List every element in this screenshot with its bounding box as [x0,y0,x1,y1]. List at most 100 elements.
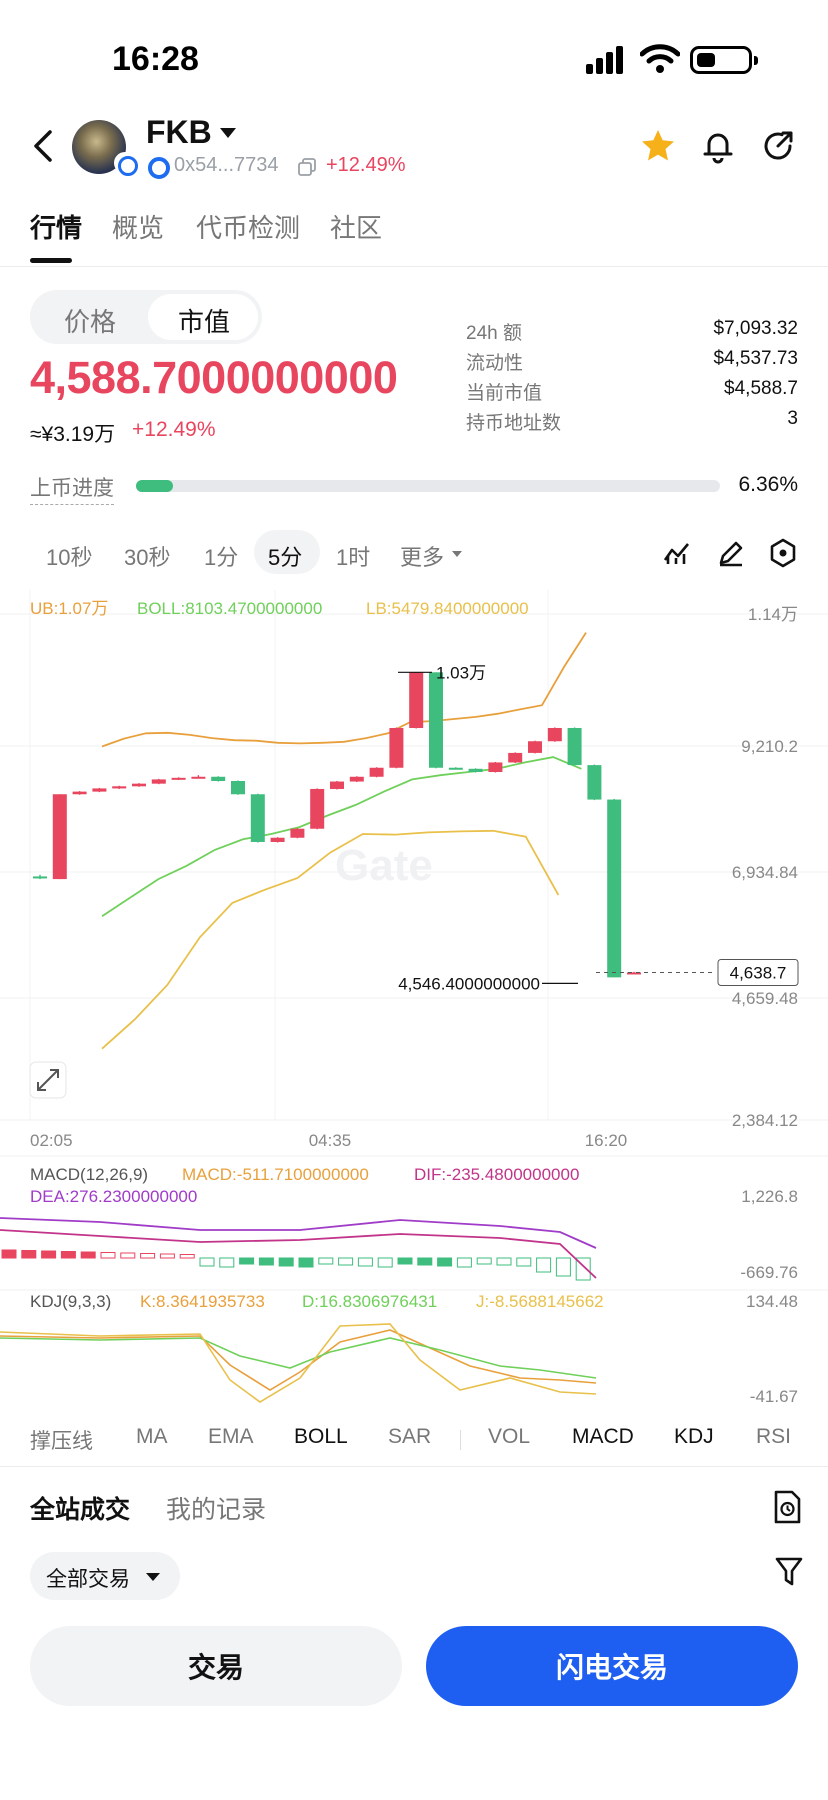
indicator-rsi[interactable]: RSI [756,1425,792,1448]
interval-1m[interactable]: 1分 [204,545,239,570]
stat-value-mcap: $4,588.7 [724,378,798,399]
battery-icon [690,46,758,74]
star-icon[interactable] [640,128,676,164]
toggle-price[interactable]: 价格 [64,307,117,337]
chevron-down-icon[interactable] [220,128,236,138]
tab-my-records[interactable]: 我的记录 [166,1496,267,1524]
expand-icon[interactable] [29,1061,67,1099]
stat-value-holders: 3 [787,408,798,429]
macd-histogram-bar [536,1257,552,1273]
candle-body [488,762,503,772]
candle-body [547,727,562,742]
candle-body [33,876,47,879]
candle-body [52,794,67,880]
candle-body [72,791,87,795]
indicator-icon[interactable] [662,538,692,568]
indicator-boll[interactable]: BOLL [294,1425,348,1448]
y-tick-label: 2,384.12 [732,1111,798,1130]
interval-more[interactable]: 更多 [400,545,445,570]
last-price-tag: 4,638.7 [730,963,787,982]
kdj-d-value: D:16.8306976431 [302,1292,437,1311]
flash-trade-button[interactable]: 闪电交易 [426,1626,798,1706]
candle-body [409,672,424,728]
candle-body [171,777,186,780]
macd-histogram-bar [476,1257,492,1265]
macd-histogram-bar [21,1250,37,1259]
macd-histogram-bar [575,1257,591,1281]
candle-body [448,767,463,770]
macd-histogram-bar [555,1257,571,1277]
bell-icon[interactable] [700,128,736,164]
macd-histogram-bar [377,1257,393,1268]
candle-body [211,776,226,782]
candle-body [310,788,325,829]
price-change: +12.49% [132,418,216,441]
indicator-support[interactable]: 撑压线 [30,1430,93,1453]
interval-5m[interactable]: 5分 [268,545,303,570]
x-tick-label: 16:20 [585,1131,628,1150]
listing-progress-label: 上币进度 [30,472,114,505]
interval-10s[interactable]: 10秒 [46,545,93,570]
candle-body [468,768,483,772]
candle-body [627,972,641,975]
candle-body [587,765,602,800]
toggle-selected-bg [148,294,258,340]
filter-funnel-icon[interactable] [774,1556,804,1588]
listing-progress-track [136,480,720,492]
tab-all-trades[interactable]: 全站成交 [30,1496,131,1524]
dif-value: DIF:-235.4800000000 [414,1165,579,1184]
toggle-market-cap[interactable]: 市值 [178,307,231,337]
cellular-signal-icon [586,46,623,74]
tab-overview[interactable]: 概览 [112,213,165,243]
interval-30s[interactable]: 30秒 [124,545,171,570]
wifi-icon [640,44,680,73]
candle-body [191,776,206,779]
macd-tick-bottom: -669.76 [740,1263,798,1282]
boll-upper-line [101,632,587,748]
kdj-label: KDJ(9,3,3) [30,1292,111,1311]
kdj-tick-top: 134.48 [746,1292,798,1311]
history-doc-icon[interactable] [772,1490,802,1524]
gate-watermark: Gate [335,841,433,890]
kdj-j-line [0,1323,597,1403]
trade-filter-label: 全部交易 [46,1568,130,1591]
kdj-tick-bottom: -41.67 [750,1387,798,1406]
stat-label-holders: 持币地址数 [466,413,562,434]
share-icon[interactable] [760,128,796,164]
tab-market[interactable]: 行情 [30,213,83,243]
candle-body [330,781,344,789]
indicator-sar[interactable]: SAR [388,1425,432,1448]
legend-lb: LB:5479.8400000000 [366,599,529,618]
indicator-vol[interactable]: VOL [488,1425,531,1448]
copy-icon[interactable] [298,158,316,176]
chain-icon [148,157,170,179]
macd-tick-top: 1,226.8 [741,1187,798,1206]
last-price-tag-box [717,958,799,986]
tab-token-check[interactable]: 代币检测 [196,213,301,243]
macd-histogram-bar [179,1254,195,1259]
macd-histogram-bar [417,1257,433,1266]
macd-histogram-bar [219,1257,235,1268]
legend-boll: BOLL:8103.4700000000 [137,599,322,618]
trade-button[interactable]: 交易 [30,1626,402,1706]
status-time: 16:28 [112,40,199,78]
indicator-ema[interactable]: EMA [208,1425,254,1448]
coin-name[interactable]: FKB [146,114,212,150]
macd-histogram-bar [397,1257,413,1265]
macd-dif-line [0,1229,597,1279]
back-icon[interactable] [28,128,60,164]
interval-1h[interactable]: 1时 [336,545,371,570]
dea-value: DEA:276.2300000000 [30,1187,197,1206]
indicator-kdj[interactable]: KDJ [674,1425,714,1448]
candle-body [151,779,166,784]
listing-progress-fill [136,480,174,492]
tab-community[interactable]: 社区 [330,213,383,243]
macd-histogram-bar [357,1257,373,1267]
y-tick-label: 1.14万 [748,605,798,624]
price-chart[interactable]: Gate 1.14万 9,210.2 6,934.84 4,659.48 2,384.1… [0,590,828,1410]
indicator-macd[interactable]: MACD [572,1425,634,1448]
indicator-ma[interactable]: MA [136,1425,168,1448]
draw-pen-icon[interactable] [716,538,746,568]
settings-hex-icon[interactable] [768,538,798,568]
kdj-d-line [0,1337,597,1379]
